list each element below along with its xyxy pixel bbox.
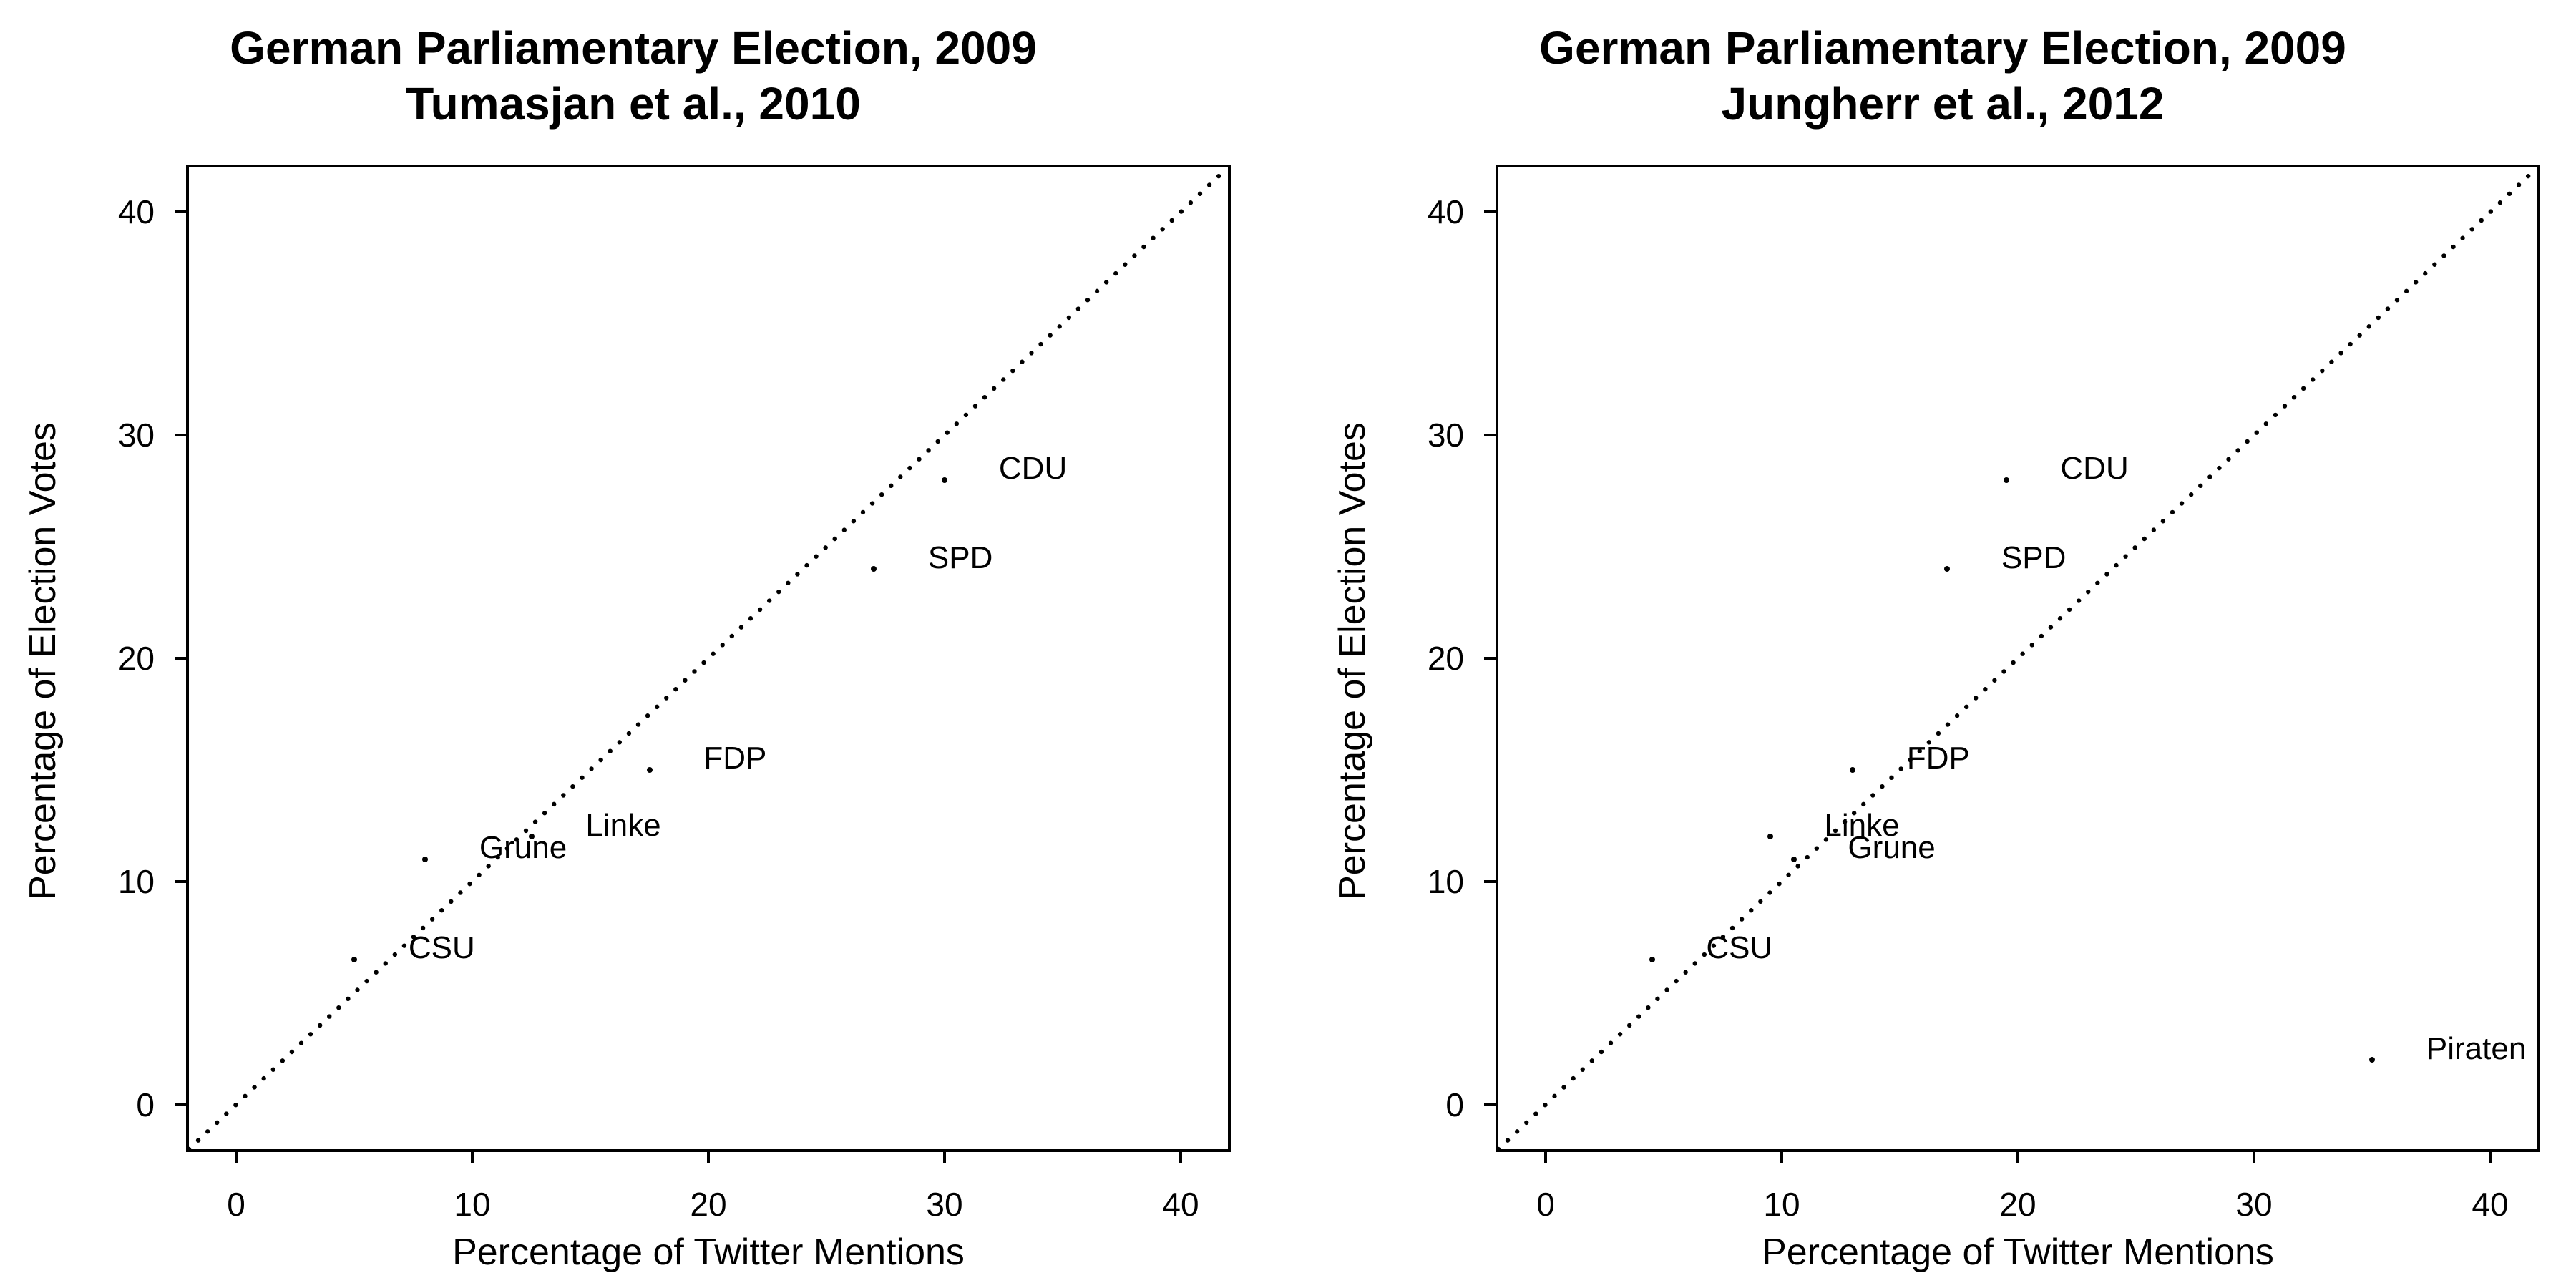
x-tick-label: 20 [1999, 1185, 2036, 1224]
y-axis-label: Percentage of Election Votes [21, 167, 64, 1155]
x-tick-label: 40 [2472, 1185, 2508, 1224]
data-point-label: SPD [2001, 540, 2066, 576]
x-tick-mark [1780, 1152, 1783, 1163]
x-tick-mark [2253, 1152, 2255, 1163]
y-tick-mark [175, 1103, 186, 1106]
data-point-label: FDP [1907, 741, 1970, 776]
y-tick-label: 30 [1407, 416, 1464, 454]
x-tick-label: 30 [2235, 1185, 2272, 1224]
y-axis-label: Percentage of Election Votes [1331, 167, 1374, 1155]
y-tick-label: 30 [97, 416, 155, 454]
data-point-label: Piraten [2426, 1031, 2526, 1067]
x-tick-mark [471, 1152, 474, 1163]
y-tick-label: 40 [97, 192, 155, 231]
data-point [422, 857, 428, 862]
data-point-label: Linke [585, 808, 660, 844]
x-tick-mark [943, 1152, 946, 1163]
data-point [1649, 957, 1655, 962]
y-tick-mark [1484, 657, 1496, 660]
x-axis-label: Percentage of Twitter Mentions [186, 1231, 1231, 1274]
chart-title-line: Jungherr et al., 2012 [1309, 77, 2576, 130]
chart-panel-right: German Parliamentary Election, 2009Jungh… [1309, 0, 2576, 1288]
data-point-label: CDU [2060, 451, 2128, 487]
data-point [1791, 857, 1797, 862]
y-tick-mark [1484, 210, 1496, 213]
x-tick-mark [2016, 1152, 2019, 1163]
data-point-label: Grune [1848, 830, 1935, 866]
data-point [2369, 1057, 2375, 1063]
y-tick-label: 10 [1407, 862, 1464, 901]
data-point [1850, 767, 1855, 773]
reference-line [1498, 167, 2537, 1149]
data-point-label: Grune [479, 830, 567, 866]
y-tick-mark [175, 210, 186, 213]
y-tick-mark [175, 657, 186, 660]
x-tick-mark [1544, 1152, 1547, 1163]
chart-panel-left: German Parliamentary Election, 2009Tumas… [0, 0, 1267, 1288]
data-point [2004, 477, 2009, 483]
reference-line [189, 167, 1228, 1149]
x-tick-mark [707, 1152, 710, 1163]
data-point [1767, 834, 1773, 839]
x-tick-label: 10 [454, 1185, 490, 1224]
data-point-label: CDU [999, 451, 1067, 487]
data-point [871, 566, 877, 572]
y-tick-mark [1484, 434, 1496, 436]
y-tick-label: 20 [97, 639, 155, 678]
data-point-label: CSU [409, 930, 475, 966]
x-tick-label: 30 [926, 1185, 962, 1224]
y-tick-label: 40 [1407, 192, 1464, 231]
chart-title-line: German Parliamentary Election, 2009 [1309, 21, 2576, 74]
data-point [351, 957, 357, 962]
y-tick-label: 10 [97, 862, 155, 901]
x-tick-label: 0 [227, 1185, 245, 1224]
x-tick-label: 40 [1162, 1185, 1199, 1224]
plot-area [1496, 165, 2540, 1152]
y-tick-label: 20 [1407, 639, 1464, 678]
data-point [1944, 566, 1950, 572]
x-tick-label: 20 [690, 1185, 726, 1224]
data-point-label: FDP [703, 741, 766, 776]
y-tick-label: 0 [1407, 1085, 1464, 1124]
y-tick-label: 0 [97, 1085, 155, 1124]
x-tick-label: 10 [1763, 1185, 1800, 1224]
chart-title-line: German Parliamentary Election, 2009 [0, 21, 1267, 74]
y-tick-mark [1484, 880, 1496, 883]
plot-area [186, 165, 1231, 1152]
figure-canvas: German Parliamentary Election, 2009Tumas… [0, 0, 2576, 1288]
x-axis-label: Percentage of Twitter Mentions [1496, 1231, 2540, 1274]
data-point [647, 767, 653, 773]
data-point-label: CSU [1706, 930, 1772, 966]
x-tick-mark [2489, 1152, 2492, 1163]
y-tick-mark [1484, 1103, 1496, 1106]
y-tick-mark [175, 434, 186, 436]
x-tick-mark [235, 1152, 238, 1163]
data-point-label: SPD [928, 540, 992, 576]
chart-title-line: Tumasjan et al., 2010 [0, 77, 1267, 130]
data-point [942, 477, 947, 483]
x-tick-label: 0 [1536, 1185, 1555, 1224]
x-tick-mark [1179, 1152, 1182, 1163]
y-tick-mark [175, 880, 186, 883]
